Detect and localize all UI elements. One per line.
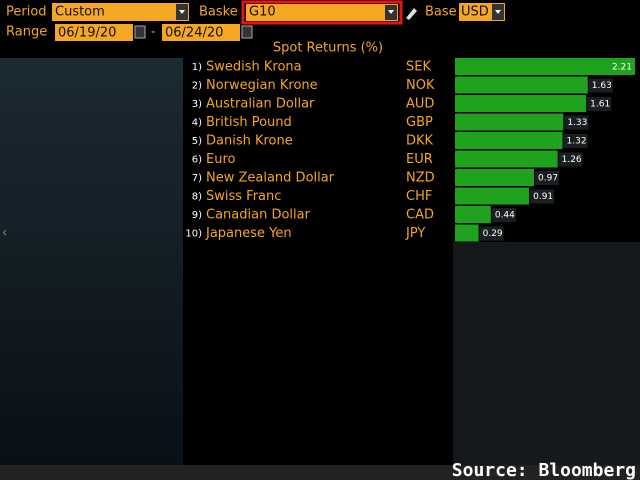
value-label-bg <box>530 189 555 204</box>
basket-label: Baske <box>199 5 238 20</box>
bar <box>455 206 491 223</box>
value-label-bg <box>588 78 613 93</box>
value-label: 0.91 <box>533 192 553 202</box>
bar <box>455 150 558 168</box>
rank: 6) <box>192 155 202 166</box>
source-note: Source: Bloomberg <box>452 460 636 480</box>
value-label: 1.61 <box>590 100 610 110</box>
value-label-bg <box>535 171 560 185</box>
currency-name: Euro <box>206 152 236 167</box>
rank: 4) <box>192 118 202 129</box>
currency-code: EUR <box>406 152 433 167</box>
basket-dropdown[interactable] <box>246 4 398 21</box>
rank: 3) <box>192 99 202 110</box>
currency-name: Australian Dollar <box>206 97 315 112</box>
basket-value[interactable]: G10 <box>249 5 276 20</box>
currency-name: British Pound <box>206 115 292 130</box>
bar <box>455 187 530 205</box>
rank: 7) <box>192 173 202 184</box>
chart-panel <box>453 242 640 465</box>
value-label: 0.97 <box>538 174 558 184</box>
start-date[interactable]: 06/19/20 <box>58 26 116 41</box>
period-label: Period <box>6 5 47 20</box>
rank: 9) <box>192 210 202 221</box>
currency-code: NOK <box>406 78 435 93</box>
collapse-arrow[interactable]: ‹ <box>2 226 7 241</box>
bar <box>455 132 563 149</box>
value-label: 1.63 <box>592 81 612 91</box>
currency-code: CAD <box>406 208 434 223</box>
currency-name: Japanese Yen <box>205 226 292 241</box>
currency-name: Swiss Franc <box>206 189 281 204</box>
end-date-field[interactable] <box>162 24 240 41</box>
currency-name: Danish Krone <box>206 134 293 149</box>
base-value[interactable]: USD <box>461 5 489 20</box>
value-label: 2.21 <box>612 63 632 73</box>
range-label: Range <box>6 25 47 40</box>
value-label: 1.32 <box>567 137 587 147</box>
start-date-field[interactable] <box>55 24 133 41</box>
currency-name: Norwegian Krone <box>206 78 318 93</box>
end-date[interactable]: 06/24/20 <box>165 26 223 41</box>
bar <box>455 169 535 186</box>
bar <box>455 113 564 131</box>
currency-name: New Zealand Dollar <box>206 171 335 186</box>
currency-code: GBP <box>406 115 433 130</box>
dropdown-arrow <box>388 10 394 14</box>
calendar-button[interactable] <box>241 25 253 39</box>
currency-name: Canadian Dollar <box>206 208 311 223</box>
period-dropdown[interactable] <box>52 3 189 21</box>
value-label-bg <box>558 152 583 167</box>
bar <box>455 95 587 112</box>
period-value[interactable]: Custom <box>55 5 105 20</box>
highlight-box <box>241 0 403 25</box>
left-panel <box>0 58 183 465</box>
currency-code: SEK <box>406 60 431 75</box>
currency-code: JPY <box>405 226 425 241</box>
range-separator: - <box>151 25 156 40</box>
rank: 1) <box>192 62 202 73</box>
bar <box>455 224 479 242</box>
value-label-bg <box>563 134 588 148</box>
bar <box>455 58 635 75</box>
status-bar <box>0 465 640 480</box>
value-label-bg <box>491 208 516 222</box>
currency-code: DKK <box>406 134 434 149</box>
currency-name: Swedish Krona <box>206 60 302 75</box>
bar <box>455 76 588 94</box>
edit-icon[interactable] <box>406 8 417 20</box>
calendar-button[interactable] <box>134 25 146 39</box>
value-label: 0.29 <box>483 229 503 239</box>
value-label: 0.44 <box>495 211 515 221</box>
value-label: 1.26 <box>562 155 582 165</box>
rank: 5) <box>192 136 202 147</box>
currency-code: AUD <box>406 97 434 112</box>
dropdown-arrow <box>179 10 185 14</box>
dropdown-arrow <box>495 10 501 14</box>
value-label-bg <box>564 115 589 130</box>
currency-code: CHF <box>406 189 432 204</box>
rank: 8) <box>192 192 202 203</box>
base-label: Base <box>425 5 457 20</box>
table-title: Spot Returns (%) <box>273 41 383 56</box>
value-label-bg <box>479 226 504 241</box>
currency-code: NZD <box>406 171 435 186</box>
rank: 10) <box>185 229 202 240</box>
value-label: 1.33 <box>567 118 587 128</box>
rank: 2) <box>192 81 202 92</box>
value-label-bg <box>587 97 612 111</box>
